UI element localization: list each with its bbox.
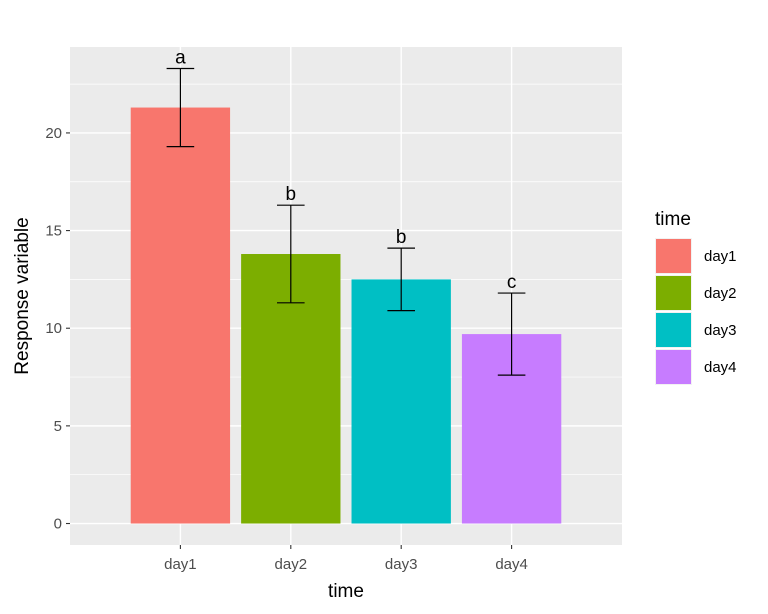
y-tick-label: 10: [45, 320, 62, 337]
legend-swatch-day1: [656, 239, 691, 273]
legend-label-day2: day2: [704, 285, 737, 302]
legend-swatch-day4: [656, 350, 691, 384]
significance-label-day2: b: [286, 184, 297, 205]
bars: [130, 107, 562, 524]
error-bar-day2: [277, 204, 305, 304]
legend-label-day1: day1: [704, 248, 737, 265]
bar-day1: [130, 107, 231, 524]
y-axis-title: Response variable: [12, 217, 33, 374]
legend: time day1 day2 day3 day4: [655, 209, 737, 385]
x-tick-label-day1: day1: [164, 556, 197, 573]
y-tick-label: 15: [45, 223, 62, 240]
significance-label-day1: a: [175, 47, 186, 68]
x-tick-label-day3: day3: [385, 556, 418, 573]
x-axis: day1 day2 day3 day4: [164, 545, 528, 573]
legend-title: time: [655, 209, 691, 230]
significance-label-day3: b: [396, 227, 407, 248]
error-bars: [166, 67, 526, 376]
error-bar-day4: [497, 292, 526, 376]
x-axis-title: time: [328, 581, 364, 602]
significance-labels: a b b c: [175, 47, 516, 293]
y-tick-label: 20: [45, 125, 62, 142]
y-tick-label: 0: [54, 516, 62, 533]
significance-label-day4: c: [507, 272, 517, 293]
legend-label-day3: day3: [704, 322, 737, 339]
x-tick-label-day2: day2: [275, 556, 308, 573]
bar-day3: [351, 279, 451, 524]
y-axis: 0 5 10 15 20: [45, 125, 70, 533]
x-tick-label-day4: day4: [495, 556, 528, 573]
legend-swatch-day2: [656, 276, 691, 310]
error-bar-day1: [166, 67, 195, 148]
error-bar-day3: [387, 247, 415, 312]
legend-swatch-day3: [656, 313, 691, 347]
y-tick-label: 5: [54, 418, 62, 435]
legend-label-day4: day4: [704, 359, 737, 376]
